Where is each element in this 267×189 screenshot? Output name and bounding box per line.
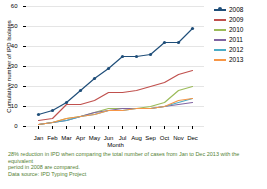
html-text:2012: 2012 <box>229 46 244 53</box>
svg-text:Jul: Jul <box>119 135 127 141</box>
svg-text:Sep: Sep <box>145 135 156 141</box>
svg-text:10: 10 <box>11 103 18 109</box>
svg-text:Aug: Aug <box>131 135 142 141</box>
svg-text:Mar: Mar <box>61 135 71 141</box>
html-text:2009: 2009 <box>229 16 244 23</box>
html-text:period in 2008 are compared.: period in 2008 are compared. <box>8 164 80 171</box>
html-text:28% reduction in IPD when comp: 28% reduction in IPD when comparing the … <box>8 151 240 164</box>
svg-text:60: 60 <box>11 3 18 9</box>
svg-text:Dec: Dec <box>187 135 198 141</box>
svg-text:May: May <box>89 135 100 141</box>
html-text:Data source: IPD Typing Projec: Data source: IPD Typing Project <box>8 170 87 177</box>
svg-text:Feb: Feb <box>47 135 58 141</box>
svg-text:0: 0 <box>14 123 18 129</box>
html-text:2013: 2013 <box>229 56 244 63</box>
html-text:2010: 2010 <box>229 26 244 33</box>
svg-text:Month: Month <box>107 142 124 148</box>
svg-text:Jun: Jun <box>104 135 114 141</box>
svg-text:Oct: Oct <box>160 135 170 141</box>
svg-text:Jan: Jan <box>34 135 44 141</box>
svg-text:20: 20 <box>11 83 18 89</box>
svg-text:Apr: Apr <box>76 135 85 141</box>
svg-text:50: 50 <box>11 23 18 29</box>
svg-text:40: 40 <box>11 43 18 49</box>
svg-text:Cumulative number of IPD Isola: Cumulative number of IPD Isolates <box>6 20 12 113</box>
svg-text:Nov: Nov <box>173 135 184 141</box>
html-text:2008: 2008 <box>229 6 244 13</box>
html-text:2011: 2011 <box>229 36 243 43</box>
svg-text:30: 30 <box>11 63 18 69</box>
